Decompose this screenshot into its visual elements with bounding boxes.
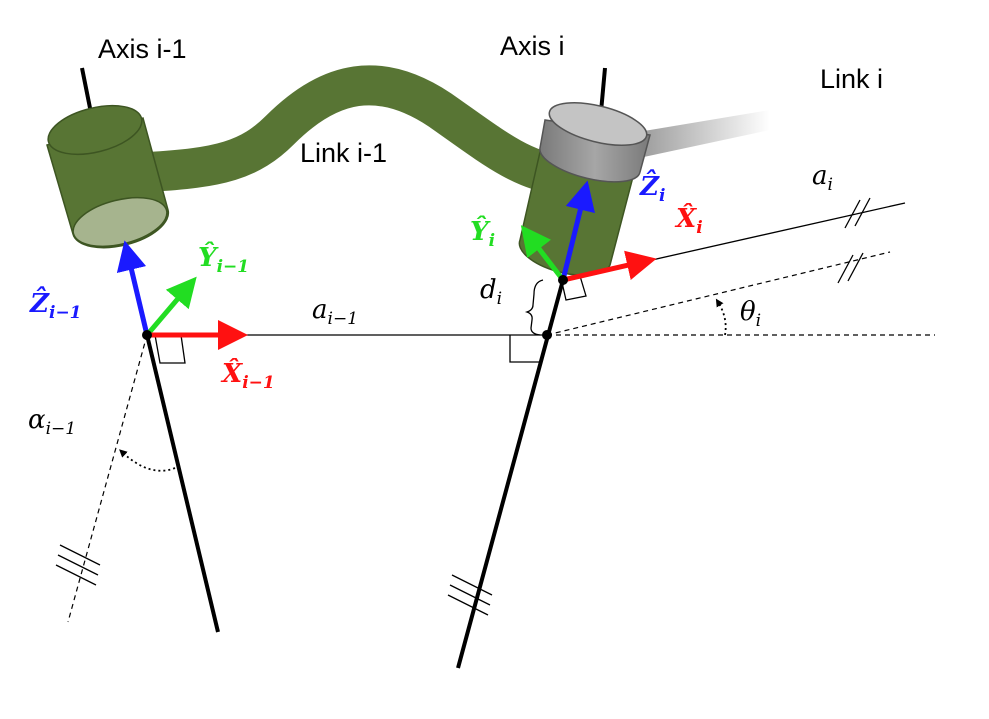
axis-line-curr-top	[599, 67, 607, 113]
link-prev-tube	[146, 65, 564, 195]
right-angle-mark	[154, 334, 186, 364]
a-prev-symbol: ai−1	[312, 295, 358, 329]
parallel-marks	[55, 197, 871, 616]
x-curr-arrow	[562, 250, 657, 283]
theta-angle-arc	[715, 298, 727, 336]
x-curr-symbol: X̂i	[674, 203, 703, 238]
axis-line-prev	[145, 334, 220, 633]
axis-curr-label: Axis i	[500, 31, 565, 61]
origin-prev	[142, 330, 152, 340]
joint-prev-cylinder	[46, 104, 170, 249]
theta-curr-symbol: θi	[740, 297, 761, 331]
x-prev-symbol: X̂i−1	[220, 358, 275, 393]
axis-prev-label: Axis i-1	[98, 34, 187, 64]
axis-intersection-point	[542, 330, 552, 340]
z-prev-arrow	[116, 240, 150, 336]
link-curr-label: Link i	[820, 64, 883, 94]
alpha-angle-arc	[119, 449, 176, 472]
y-prev-arrow	[145, 276, 197, 337]
y-curr-symbol: Ŷi	[470, 215, 495, 251]
z-prev-projection	[67, 334, 148, 623]
link-curr-bar	[620, 110, 770, 160]
right-angle-mark	[509, 335, 540, 363]
alpha-prev-symbol: αi−1	[28, 405, 76, 439]
axis-line-curr	[456, 279, 565, 669]
z-curr-arrow	[560, 180, 595, 281]
y-curr-arrow	[520, 225, 565, 282]
y-prev-symbol: Ŷi−1	[198, 241, 249, 277]
z-prev-symbol: Ẑi−1	[29, 286, 82, 323]
d-curr-symbol: di	[480, 275, 502, 309]
origin-curr	[558, 275, 568, 285]
right-angle-mark	[560, 275, 587, 301]
a-curr-symbol: ai	[812, 161, 833, 195]
x-curr-projection	[546, 251, 891, 336]
z-curr-symbol: Ẑi	[639, 169, 665, 206]
d-brace	[524, 279, 544, 336]
link-prev-label: Link i-1	[300, 138, 387, 168]
